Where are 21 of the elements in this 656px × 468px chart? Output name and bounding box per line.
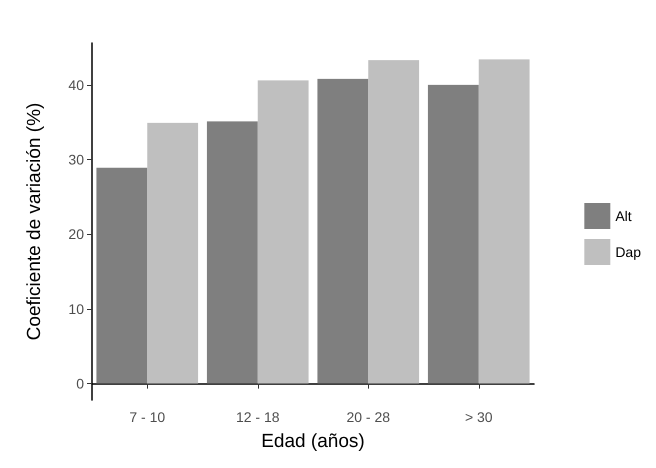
x-tick-label: 12 - 18	[236, 409, 280, 425]
y-tick-label: 0	[76, 376, 84, 392]
y-tick-label: 10	[68, 300, 84, 317]
bar	[317, 78, 368, 384]
x-tick-label: 20 - 28	[346, 409, 390, 425]
bar	[478, 59, 530, 384]
y-tick-label: 20	[68, 226, 84, 242]
legend-label: Alt	[615, 208, 632, 224]
y-tick-label: 30	[68, 152, 84, 168]
bar	[368, 60, 420, 384]
x-tick-label: 7 - 10	[129, 409, 166, 425]
bar	[96, 168, 148, 384]
y-tick-label: 40	[68, 76, 84, 93]
x-axis-title: Edad (años)	[261, 431, 365, 452]
bar	[428, 84, 479, 384]
legend-label: Dap	[615, 244, 642, 260]
bar	[147, 122, 198, 384]
bar	[206, 121, 258, 384]
x-tick-label: > 30	[464, 409, 493, 425]
bar	[258, 80, 309, 384]
y-axis-title: Coeficiente de variación (%)	[24, 102, 45, 340]
